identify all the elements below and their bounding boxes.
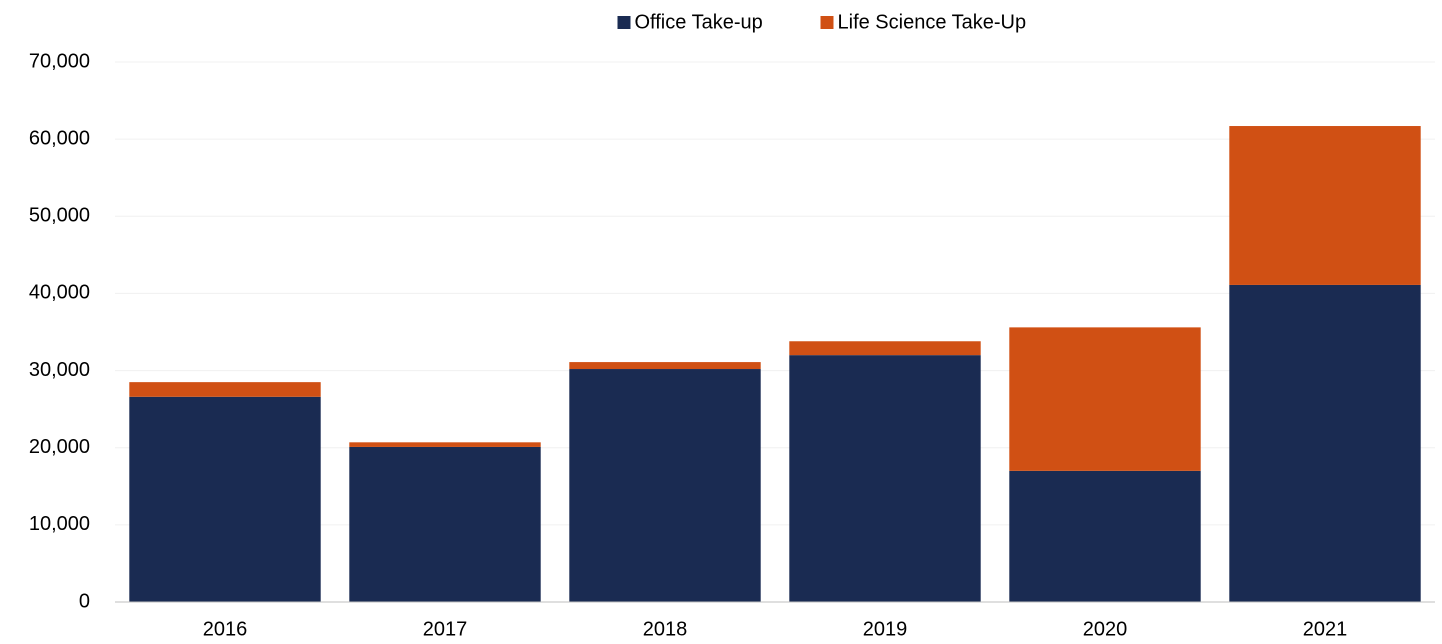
legend-swatch	[617, 16, 631, 29]
y-tick-label: 20,000	[29, 436, 90, 458]
bar	[789, 355, 981, 602]
bar	[1229, 284, 1421, 602]
bar	[1229, 126, 1421, 285]
bar	[349, 446, 541, 602]
y-tick-label: 40,000	[29, 282, 90, 304]
y-tick-label: 70,000	[29, 50, 90, 72]
x-tick-label: 2017	[423, 618, 468, 639]
y-tick-label: 50,000	[29, 205, 90, 227]
bar	[349, 442, 541, 447]
bar	[569, 362, 761, 370]
y-tick-label: 30,000	[29, 359, 90, 381]
x-tick-label: 2021	[1303, 618, 1348, 639]
bar	[569, 369, 761, 602]
y-tick-label: 0	[79, 590, 90, 612]
bar	[789, 341, 981, 356]
legend-label: Office Take-up	[635, 11, 763, 33]
bar	[129, 382, 321, 397]
x-tick-label: 2016	[203, 618, 248, 639]
x-tick-label: 2019	[863, 618, 908, 639]
bar	[129, 396, 321, 602]
bar	[1009, 327, 1201, 471]
bar	[1009, 470, 1201, 602]
x-tick-label: 2020	[1083, 618, 1128, 639]
legend-label: Life Science Take-Up	[838, 11, 1027, 33]
y-tick-label: 10,000	[29, 513, 90, 535]
legend-swatch	[820, 16, 834, 29]
x-tick-label: 2018	[643, 618, 688, 639]
y-tick-label: 60,000	[29, 127, 90, 149]
